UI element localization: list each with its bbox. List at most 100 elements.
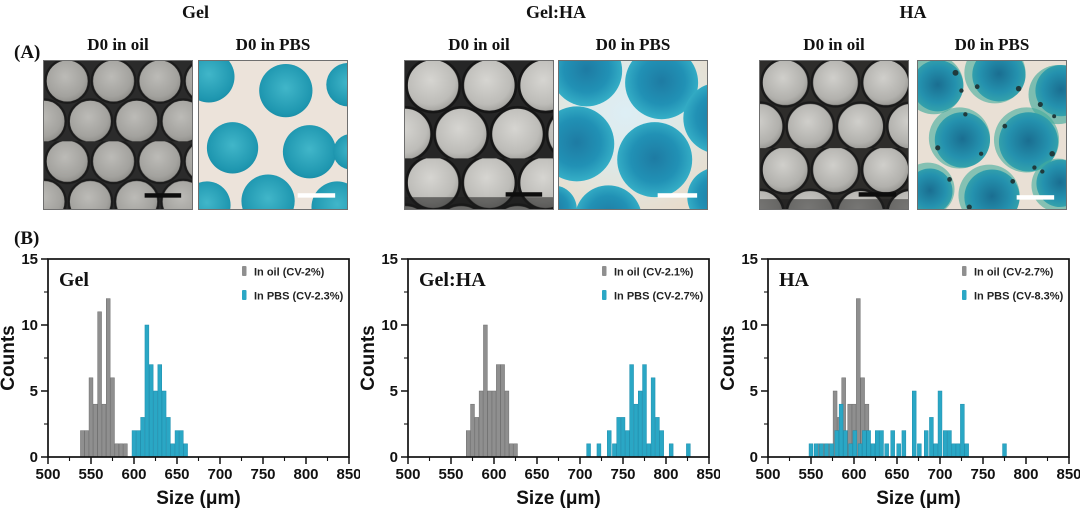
axis-ticks xyxy=(41,258,350,464)
svg-text:650: 650 xyxy=(164,466,189,483)
svg-text:850: 850 xyxy=(336,466,360,483)
bar xyxy=(586,443,591,458)
ha-oil-image xyxy=(760,61,908,209)
bar xyxy=(942,430,948,458)
bar xyxy=(642,364,647,458)
bar xyxy=(829,443,834,458)
legend-marker-oil xyxy=(602,266,607,276)
svg-text:750: 750 xyxy=(970,466,995,483)
x-tick-labels: 500 550 600 650 700 750 800 850 xyxy=(755,466,1080,483)
scale-bar xyxy=(858,192,897,197)
bar xyxy=(504,390,510,458)
plot-frame xyxy=(767,258,1070,458)
panel-b-label: (B) xyxy=(14,228,40,249)
pbs-bars xyxy=(586,364,691,458)
histogram-svg: 500 550 600 650 700 750 800 850 0 5 10 15 Size (μm) C… xyxy=(0,251,360,509)
bar xyxy=(607,430,612,458)
legend-label: In PBS (CV-2.7%) xyxy=(614,291,704,303)
bar xyxy=(144,324,150,458)
bar xyxy=(686,443,691,458)
legend-label: In PBS (CV-8.3%) xyxy=(974,291,1064,303)
bar xyxy=(659,430,664,458)
y-tick-labels: 0 5 10 15 xyxy=(741,251,758,466)
axis-ticks xyxy=(401,258,710,464)
bar xyxy=(161,390,167,458)
svg-text:15: 15 xyxy=(741,251,758,268)
bar xyxy=(875,430,880,458)
bar xyxy=(843,430,848,458)
legend-marker-oil xyxy=(242,266,247,276)
bar xyxy=(491,390,497,458)
oil-bars xyxy=(466,324,518,458)
legend: In oil (CV-2.1%) In PBS (CV-2.7%) xyxy=(602,266,704,303)
bar xyxy=(890,430,895,458)
legend-label: In PBS (CV-2.3%) xyxy=(254,291,344,303)
gelha-oil-image xyxy=(405,61,553,209)
teal-irregular-particles xyxy=(918,61,1066,209)
svg-text:600: 600 xyxy=(841,466,866,483)
bar xyxy=(924,430,929,458)
y-tick-labels: 0 5 10 15 xyxy=(21,251,38,466)
bar xyxy=(513,443,518,458)
bar xyxy=(483,324,488,458)
svg-text:10: 10 xyxy=(21,317,38,334)
svg-text:750: 750 xyxy=(250,466,275,483)
svg-text:700: 700 xyxy=(927,466,952,483)
plot-title: Gel:HA xyxy=(419,269,486,291)
svg-text:5: 5 xyxy=(750,383,758,400)
gelha-pbs-image xyxy=(559,61,707,209)
svg-text:15: 15 xyxy=(381,251,398,268)
bar xyxy=(149,364,154,458)
svg-text:850: 850 xyxy=(1056,466,1080,483)
scale-bar xyxy=(657,193,698,198)
bar xyxy=(140,417,145,458)
bar xyxy=(496,364,501,458)
ha-pbs-image xyxy=(918,61,1066,209)
scale-bar xyxy=(144,193,182,198)
group-title-gel-ha: Gel:HA xyxy=(526,2,586,22)
label-ha-oil: D0 in oil xyxy=(803,35,865,54)
bar xyxy=(668,443,674,458)
legend-marker-oil xyxy=(962,266,967,276)
bar xyxy=(848,443,853,458)
bar xyxy=(166,417,171,458)
bar xyxy=(616,417,621,458)
svg-text:650: 650 xyxy=(884,466,909,483)
bar xyxy=(474,417,479,458)
bar xyxy=(629,364,634,458)
svg-text:5: 5 xyxy=(30,383,38,400)
y-tick-labels: 0 5 10 15 xyxy=(381,251,398,466)
label-gel-pbs: D0 in PBS xyxy=(235,35,311,54)
bar xyxy=(478,390,484,458)
bar xyxy=(136,430,141,458)
y-axis-title: Counts xyxy=(360,325,379,390)
svg-text:500: 500 xyxy=(395,466,420,483)
gel-pbs-image xyxy=(199,61,347,209)
bar xyxy=(131,430,137,458)
bar xyxy=(650,377,656,458)
histogram-svg: 500 550 600 650 700 750 800 850 0 5 10 15 Size (μm) C… xyxy=(720,251,1080,509)
bar xyxy=(884,443,889,458)
bar xyxy=(153,390,158,458)
svg-text:550: 550 xyxy=(438,466,463,483)
svg-text:850: 850 xyxy=(696,466,720,483)
plot-title: Gel xyxy=(59,269,89,291)
bar xyxy=(824,443,829,458)
bar xyxy=(612,443,617,458)
bar xyxy=(157,364,163,458)
bar xyxy=(862,430,867,458)
bar xyxy=(813,443,819,458)
svg-text:700: 700 xyxy=(567,466,592,483)
bar xyxy=(960,403,965,458)
bar xyxy=(500,364,505,458)
bar xyxy=(896,443,901,458)
bar xyxy=(466,430,471,458)
bar xyxy=(638,390,643,458)
bar xyxy=(101,403,107,458)
bar xyxy=(620,417,626,458)
bar xyxy=(834,430,839,458)
bar xyxy=(933,443,938,458)
bar xyxy=(106,298,111,458)
svg-text:800: 800 xyxy=(653,466,678,483)
